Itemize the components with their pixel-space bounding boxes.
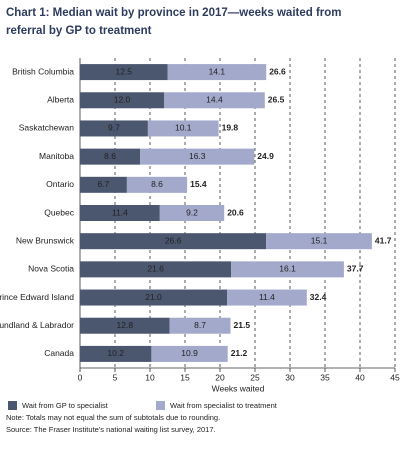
value-label: 8.6 [104,151,116,161]
note: Note: Totals may not equal the sum of su… [6,413,220,422]
total-label: 37.7 [347,264,364,274]
value-label: 10.2 [107,348,124,358]
value-label: 26.6 [165,235,182,245]
value-label: 11.4 [112,207,128,217]
bar-segment [126,176,188,193]
bar-segment [80,148,141,165]
total-label: 26.6 [269,66,286,76]
x-tick-label: 30 [285,372,295,382]
value-label: 15.1 [311,235,328,245]
value-label: 8.6 [151,179,163,189]
x-tick-label: 25 [250,372,260,382]
bar-segment [167,64,267,81]
value-label: 21.6 [147,264,164,274]
y-tick-label: Quebec [44,207,75,217]
value-label: 9.2 [186,207,198,217]
total-label: 41.7 [375,235,392,245]
x-axis-label: Weeks waited [212,383,265,393]
bar-segment [159,205,225,221]
y-tick-label: British Columbia [12,66,74,76]
value-label: 14.1 [209,66,226,76]
value-label: 12.0 [114,95,131,105]
bar-segment [80,233,267,250]
bar-segment [80,261,232,278]
x-tick-label: 35 [320,372,330,382]
note: Source: The Fraser Institute's national … [6,425,216,434]
value-label: 16.1 [279,264,296,274]
y-tick-label: Newfoundland & Labrador [0,320,74,330]
total-label: 24.9 [257,151,274,161]
total-label: 21.2 [231,348,248,358]
bar-segment [80,64,168,81]
bar-segment [227,289,307,306]
value-label: 11.4 [259,292,275,302]
bar-segment [164,92,265,109]
total-label: 26.5 [268,95,285,105]
x-tick-label: 0 [78,372,83,382]
legend-label: Wait from GP to specialist [22,401,109,410]
value-label: 10.9 [181,348,198,358]
y-tick-label: New Brunswick [16,235,75,245]
legend-swatch [8,401,17,410]
value-label: 6.7 [98,179,110,189]
bar-segment [80,317,170,334]
value-label: 12.8 [117,320,134,330]
x-tick-label: 10 [145,372,155,382]
bar-segment [80,176,127,193]
x-tick-label: 40 [355,372,365,382]
y-tick-label: Saskatchewan [19,123,75,133]
bar-segment [80,120,148,137]
bar-segment [231,261,344,278]
x-tick-label: 20 [215,372,225,382]
y-tick-label: Alberta [47,95,74,105]
total-label: 21.5 [234,320,251,330]
bar-segment [80,92,164,109]
legend-swatch [156,401,165,410]
bar-segment [140,148,255,165]
y-tick-label: Ontario [46,179,74,189]
total-label: 32.4 [310,292,327,302]
value-label: 21.0 [145,292,162,302]
bar-segment [151,345,228,362]
bar-segment [266,233,372,250]
x-tick-label: 15 [180,372,190,382]
x-tick-label: 45 [390,372,400,382]
bar-segment [80,205,160,221]
value-label: 12.5 [115,66,132,76]
total-label: 20.6 [227,207,244,217]
value-label: 9.7 [108,123,120,133]
y-tick-label: Nova Scotia [28,264,74,274]
value-label: 8.7 [194,320,206,330]
bar-segment [80,345,152,362]
value-label: 14.4 [206,95,223,105]
y-tick-label: Prince Edward Island [0,292,74,302]
value-label: 10.1 [175,123,192,133]
x-tick-label: 5 [113,372,118,382]
bar-segment [80,289,227,306]
chart-title: Chart 1: Median wait by province in 2017… [6,7,342,37]
total-label: 15.4 [190,179,207,189]
legend-label: Wait from specialist to treatment [170,401,278,410]
y-tick-label: Manitoba [39,151,74,161]
total-label: 19.8 [222,123,239,133]
bar-segment [147,120,219,137]
bar-segment [169,317,231,334]
y-tick-label: Canada [44,348,74,358]
value-label: 16.3 [189,151,206,161]
